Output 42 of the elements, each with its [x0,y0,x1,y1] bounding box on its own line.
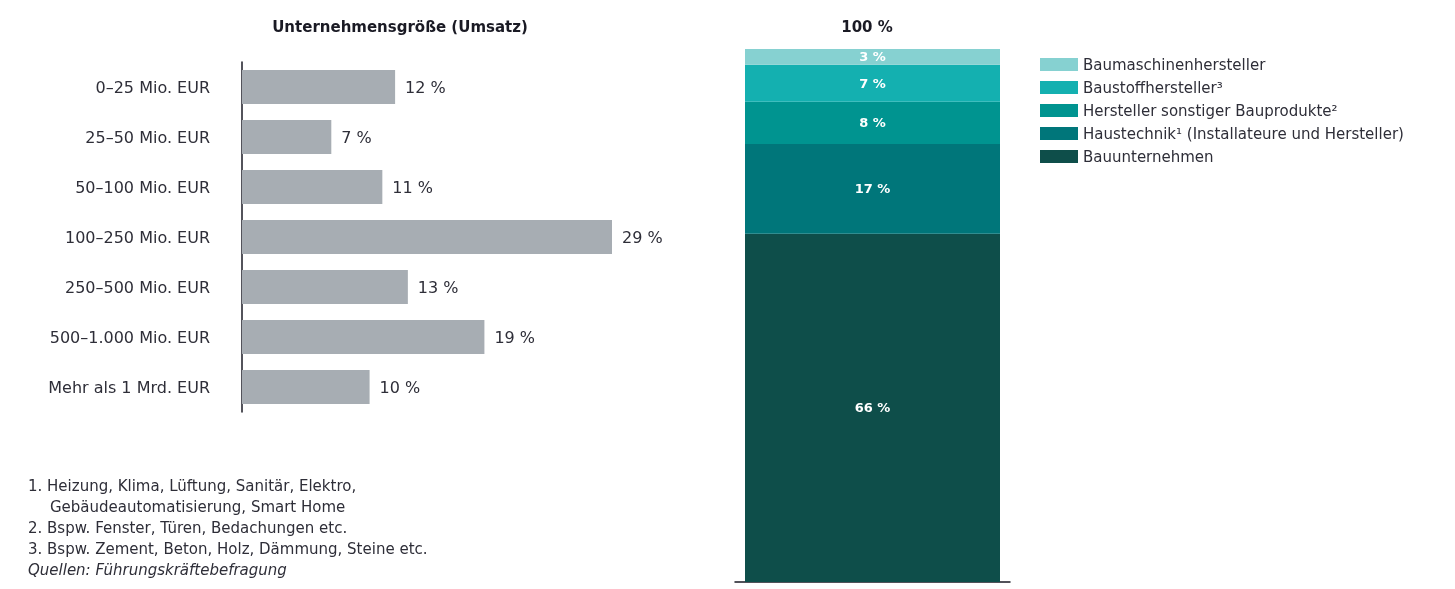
data-label: 3 % [859,49,886,65]
y-tick-label: 25–50 Mio. EUR [85,127,210,147]
data-label: 66 % [854,400,891,416]
legend-label: Baustoffhersteller³ [1083,78,1223,97]
data-label: 19 % [494,327,536,347]
y-tick-label: 250–500 Mio. EUR [64,277,210,297]
source-note: Quellen: Führungskräftebefragung [28,560,288,581]
y-tick-label: Mehr als 1 Mrd. EUR [48,377,210,397]
y-tick-label: 0–25 Mio. EUR [95,77,210,97]
data-label: 13 % [417,277,459,297]
bar [745,64,1000,102]
data-label: 17 % [854,181,891,197]
total-label: 100 % [841,17,893,36]
text: 1. Heizung, Klima, Lüftung, Sanitär, Elektro, Gebäudeautomatisierung, Smart Home [28,476,358,518]
bar [242,320,485,354]
bar [242,270,408,304]
text: 2. Bspw. Fenster, Türen, Bedachungen etc. [28,518,349,539]
chart-title: Unternehmensgröße (Umsatz) [272,17,528,36]
data-label: 12 % [405,77,446,97]
bar [745,101,1000,144]
bar [745,233,1000,582]
bar [745,143,1000,234]
data-label: 29 % [622,227,663,247]
bar [242,120,332,154]
legend-label: Hersteller sonstiger Bauprodukte² [1083,101,1338,120]
y-tick-label: 500–1.000 Mio. EUR [49,327,210,347]
bar [242,220,612,254]
bar [745,49,1000,65]
legend-label: Bauunternehmen [1083,147,1214,166]
y-tick-label: 100–250 Mio. EUR [64,227,210,247]
legend-label: Baumaschinenhersteller [1083,55,1267,74]
bar [242,370,370,404]
legend-label: Haustechnik¹ (Installateure und Hersteller) [1083,124,1404,143]
text: 3. Bspw. Zement, Beton, Holz, Dämmung, Steine etc. [28,539,429,560]
data-label: 10 % [379,377,421,397]
y-tick-label: 50–100 Mio. EUR [75,177,210,197]
data-label: 7 % [341,127,372,147]
bar [242,170,383,204]
data-label: 7 % [859,75,886,91]
data-label: 11 % [392,177,433,197]
data-label: 8 % [859,115,886,131]
bar [242,70,396,104]
